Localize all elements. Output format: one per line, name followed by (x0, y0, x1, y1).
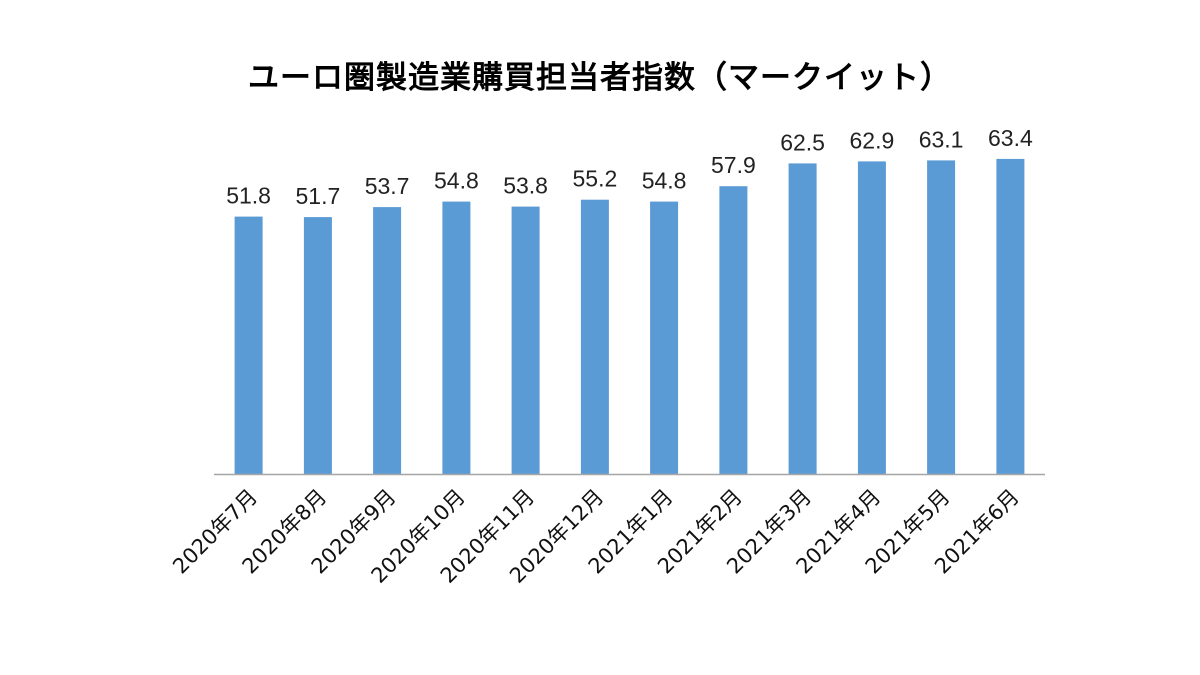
data-label-10: 62.9 (850, 127, 895, 153)
data-label-8: 57.9 (711, 152, 756, 178)
data-label-4: 54.8 (434, 168, 479, 194)
bar-10 (857, 161, 886, 474)
bar-7 (650, 201, 679, 474)
bar-9 (788, 163, 817, 474)
bar-11 (927, 160, 956, 474)
bar-6 (580, 199, 609, 474)
data-label-11: 63.1 (919, 126, 964, 152)
data-label-2: 51.7 (296, 183, 341, 209)
data-label-9: 62.5 (780, 129, 825, 155)
data-label-1: 51.8 (226, 183, 271, 209)
bar-5 (511, 206, 540, 474)
bar-8 (719, 186, 748, 474)
data-label-12: 63.4 (988, 125, 1033, 151)
data-label-6: 55.2 (573, 166, 618, 192)
data-label-5: 53.8 (503, 173, 548, 199)
bar-3 (373, 207, 402, 474)
bar-1 (234, 216, 263, 474)
data-label-3: 53.7 (365, 173, 410, 199)
data-label-7: 54.8 (642, 168, 687, 194)
chart-title: ユーロ圏製造業購買担当者指数（マークイット） (248, 60, 952, 96)
bar-4 (442, 201, 471, 474)
bar-2 (303, 217, 332, 474)
bar-12 (996, 158, 1025, 474)
